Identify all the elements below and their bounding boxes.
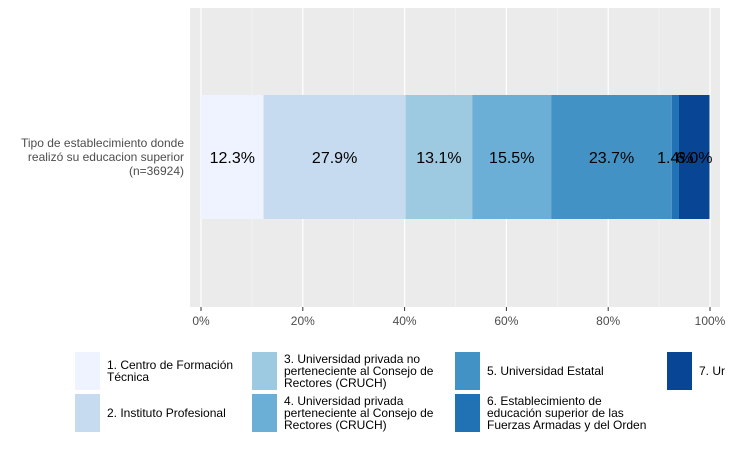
y-category-label-line-2: realizó su educacion superior xyxy=(27,150,184,164)
bar-segment-6 xyxy=(671,95,679,219)
data-label-2: 27.9% xyxy=(312,150,357,167)
data-label-4: 15.5% xyxy=(489,150,534,167)
y-category-label: Tipo de establecimiento donde realizó su… xyxy=(0,136,184,178)
y-category-label-line-1: Tipo de establecimiento donde xyxy=(21,136,184,150)
bar-segment-4 xyxy=(472,95,552,219)
bar-segment-1 xyxy=(201,95,264,219)
x-tick-label: 100% xyxy=(695,314,726,328)
bar-segment-7 xyxy=(678,95,710,219)
x-tick-label: 40% xyxy=(393,314,417,328)
x-tick-label: 0% xyxy=(192,314,210,328)
data-label-7: 6.0% xyxy=(676,150,712,167)
bar-segment-3 xyxy=(405,95,473,219)
data-label-5: 23.7% xyxy=(589,150,634,167)
data-label-6: 1.4% xyxy=(657,150,693,167)
x-tick-label: 80% xyxy=(596,314,620,328)
data-label-1: 12.3% xyxy=(210,150,255,167)
x-tick-label: 60% xyxy=(494,314,518,328)
data-label-3: 13.1% xyxy=(416,150,461,167)
y-category-label-line-3: (n=36924) xyxy=(128,164,184,178)
bar-segment-2 xyxy=(263,95,406,219)
bar-segment-5 xyxy=(551,95,672,219)
x-tick-label: 20% xyxy=(291,314,315,328)
